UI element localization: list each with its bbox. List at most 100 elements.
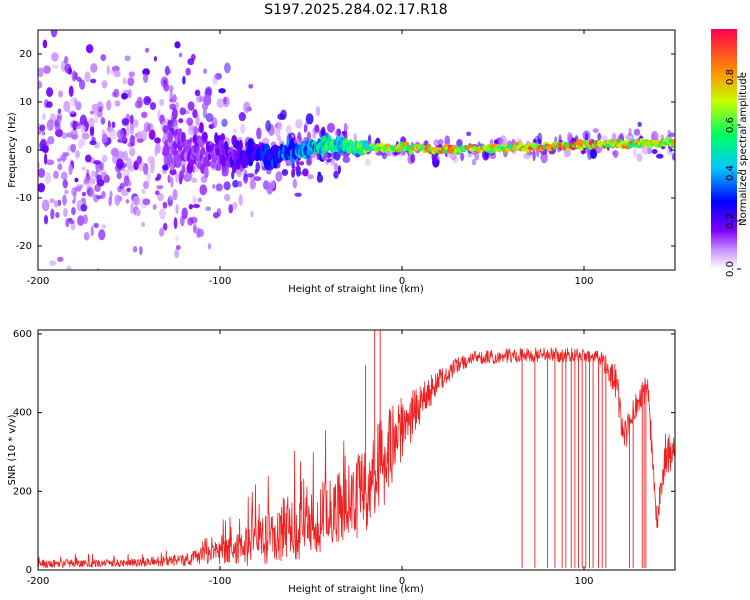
heatmap-cell: [333, 170, 339, 179]
heatmap-cell: [60, 132, 69, 139]
heatmap-cell: [200, 147, 206, 156]
heatmap-cell: [94, 222, 99, 229]
heatmap-cell: [162, 201, 168, 209]
heatmap-cell: [444, 135, 451, 147]
snr-dropout-lines: [365, 330, 647, 569]
heatmap-cell: [41, 199, 50, 212]
heatmap-cell: [315, 106, 321, 117]
heatmap-cell: [58, 90, 64, 98]
spectrogram-heatmap: [38, 21, 675, 270]
heatmap-cell: [205, 86, 213, 97]
heatmap-cell: [294, 192, 302, 197]
heatmap-cell: [49, 198, 55, 204]
heatmap-cell: [304, 122, 309, 133]
heatmap-cell: [484, 150, 489, 159]
heatmap-cell: [185, 144, 191, 152]
spectrogram-y-tick-label: 0: [26, 145, 32, 156]
heatmap-cell: [364, 158, 372, 166]
heatmap-cell: [50, 30, 58, 38]
heatmap-cell: [122, 77, 127, 85]
heatmap-cell: [114, 194, 121, 206]
heatmap-cell: [72, 121, 81, 127]
heatmap-cell: [291, 168, 296, 178]
heatmap-cell: [188, 203, 194, 210]
heatmap-cell: [42, 39, 48, 49]
heatmap-cell: [146, 172, 152, 184]
heatmap-cell: [46, 119, 54, 132]
heatmap-cell: [159, 98, 165, 107]
heatmap-cell: [128, 88, 132, 99]
heatmap-cell: [293, 166, 301, 172]
heatmap-cell: [117, 185, 122, 193]
heatmap-cell: [74, 177, 79, 183]
heatmap-cell: [314, 124, 320, 133]
heatmap-cell: [243, 101, 251, 114]
heatmap-cell: [182, 75, 186, 85]
heatmap-cell: [175, 244, 181, 250]
spectrogram-x-tick-label: 0: [399, 276, 405, 287]
snr-y-tick-label: 400: [13, 408, 32, 419]
heatmap-cell: [187, 58, 195, 66]
heatmap-cell: [124, 55, 131, 62]
heatmap-cell: [111, 121, 116, 129]
heatmap-cell: [256, 127, 262, 140]
heatmap-cell: [170, 176, 174, 188]
heatmap-cell: [337, 165, 341, 175]
heatmap-cell: [671, 152, 675, 161]
heatmap-cell: [221, 165, 229, 177]
heatmap-cell: [54, 200, 59, 208]
heatmap-cell: [265, 120, 271, 132]
heatmap-cell: [212, 184, 216, 189]
heatmap-cell: [192, 223, 197, 234]
heatmap-cell: [192, 109, 198, 119]
heatmap-cell: [205, 113, 214, 123]
heatmap-cell: [73, 190, 77, 202]
heatmap-cell: [187, 101, 195, 111]
heatmap-cell: [40, 138, 47, 145]
heatmap-cell: [136, 130, 142, 138]
heatmap-cell: [195, 94, 203, 103]
heatmap-cell: [523, 152, 531, 160]
heatmap-cell: [90, 63, 98, 73]
heatmap-cell: [80, 203, 88, 212]
heatmap-cell: [110, 147, 119, 157]
snr-frame: [37, 329, 676, 571]
heatmap-cell: [90, 78, 97, 84]
heatmap-cell: [181, 207, 188, 220]
heatmap-cell: [39, 124, 46, 132]
heatmap-cell: [240, 123, 246, 134]
heatmap-cell: [47, 136, 55, 145]
heatmap-cell: [88, 117, 95, 128]
heatmap-cell: [104, 25, 110, 30]
heatmap-cell: [68, 85, 74, 97]
spectrogram-y-ticks: -20 -10 0 10 20: [16, 49, 675, 252]
heatmap-cell: [142, 68, 150, 76]
heatmap-cell: [651, 149, 658, 155]
heatmap-cell: [246, 173, 254, 178]
heatmap-cell: [154, 137, 161, 144]
heatmap-cell: [532, 149, 536, 162]
heatmap-cell: [62, 207, 68, 217]
heatmap-cell: [68, 163, 73, 176]
heatmap-cell: [68, 219, 75, 225]
heatmap-cell: [194, 89, 201, 97]
heatmap-cell: [129, 114, 134, 125]
heatmap-cell: [637, 121, 642, 128]
spectrogram-x-tick-label: 100: [574, 276, 593, 287]
heatmap-cell: [192, 196, 197, 205]
spectrogram-y-tick-label: 10: [19, 97, 32, 108]
heatmap-cell: [111, 91, 117, 98]
heatmap-cell: [220, 133, 226, 142]
snr-ylabel: SNR (10 * v/v): [7, 414, 18, 485]
heatmap-cell: [140, 21, 145, 26]
heatmap-cell: [215, 183, 223, 192]
heatmap-cell: [185, 67, 191, 76]
heatmap-cell: [255, 161, 261, 173]
colorbar-gradient: [711, 29, 737, 269]
heatmap-cell: [305, 113, 314, 125]
heatmap-cell: [624, 134, 633, 140]
colorbar-tick-label: 0.2: [725, 213, 736, 229]
heatmap-cell: [106, 65, 110, 75]
heatmap-cell: [592, 128, 599, 134]
heatmap-cell: [264, 158, 270, 170]
